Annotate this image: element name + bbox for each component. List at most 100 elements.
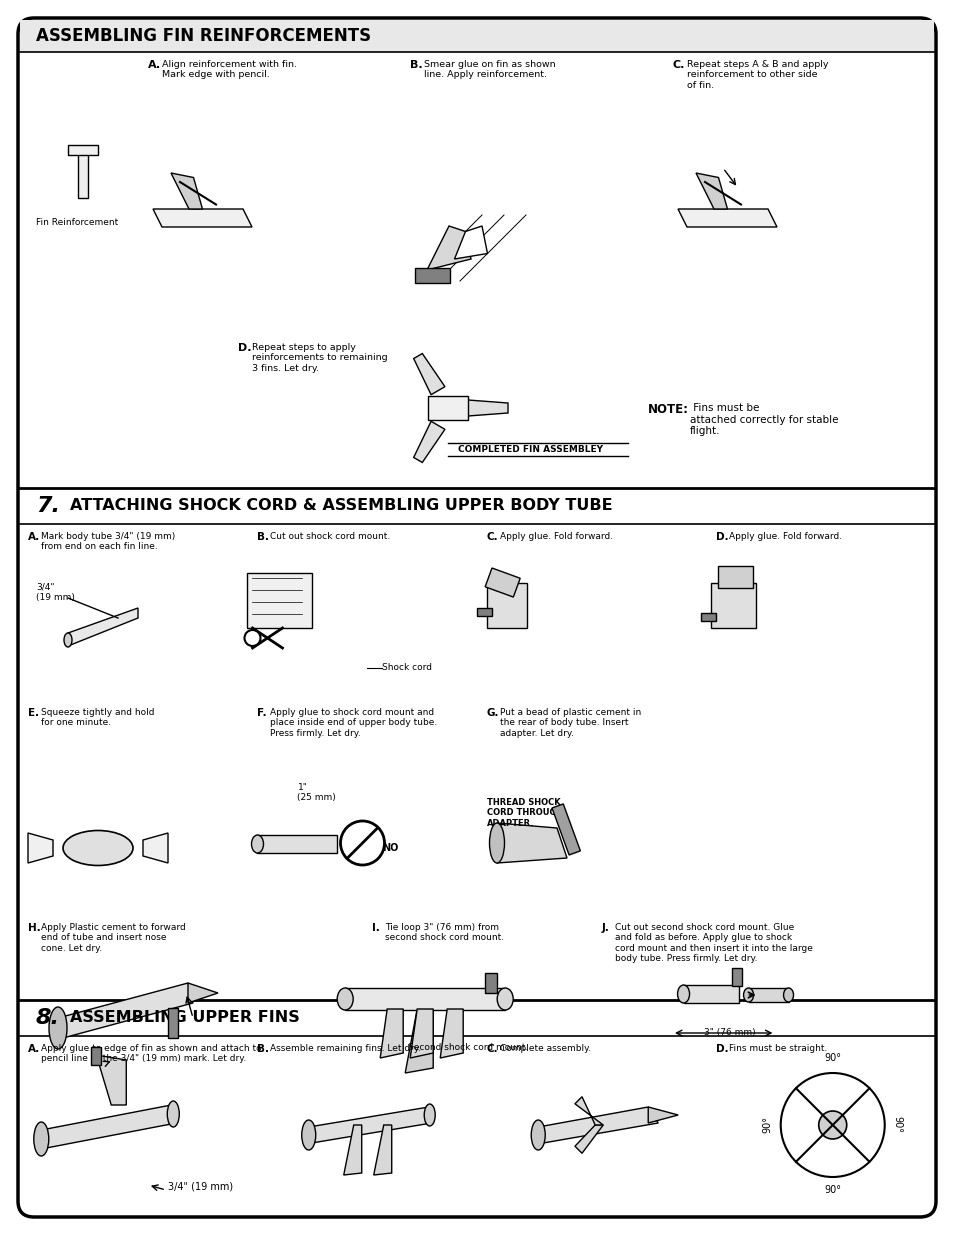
Text: Apply glue. Fold forward.: Apply glue. Fold forward. (499, 532, 613, 541)
Text: 90°: 90° (762, 1116, 772, 1134)
Text: E.: E. (28, 708, 39, 718)
Polygon shape (309, 1107, 432, 1144)
Bar (731, 968, 740, 986)
Polygon shape (374, 1125, 392, 1174)
Text: 3/4"
(19 mm): 3/4" (19 mm) (36, 583, 74, 603)
Polygon shape (647, 1107, 678, 1123)
Bar (91, 1047, 101, 1065)
Text: NO: NO (382, 844, 398, 853)
Polygon shape (143, 832, 168, 863)
Bar (718, 566, 753, 588)
Bar (486, 583, 526, 629)
Polygon shape (696, 173, 727, 209)
Text: D.: D. (237, 343, 252, 353)
Ellipse shape (63, 830, 132, 866)
Ellipse shape (252, 835, 263, 853)
Bar (711, 583, 756, 629)
Text: Complete assembly.: Complete assembly. (499, 1044, 591, 1053)
Ellipse shape (49, 1007, 67, 1049)
Bar (700, 613, 716, 621)
Text: J.: J. (601, 923, 609, 932)
Polygon shape (678, 209, 776, 227)
Bar (20, 20, 933, 52)
Bar (345, 988, 505, 1010)
Text: C.: C. (486, 1044, 498, 1053)
Text: B.: B. (257, 1044, 269, 1053)
Polygon shape (28, 832, 53, 863)
Polygon shape (68, 608, 138, 646)
Text: B.: B. (410, 61, 422, 70)
Text: D.: D. (716, 1044, 728, 1053)
Ellipse shape (301, 1120, 315, 1150)
Ellipse shape (742, 988, 753, 1002)
Text: C.: C. (672, 61, 684, 70)
Text: F.: F. (257, 708, 267, 718)
Text: Cut out shock cord mount.: Cut out shock cord mount. (271, 532, 391, 541)
Text: 90°: 90° (823, 1186, 841, 1195)
Polygon shape (343, 1125, 361, 1174)
Text: D.: D. (716, 532, 728, 542)
Ellipse shape (167, 1100, 179, 1128)
Ellipse shape (531, 1120, 545, 1150)
Polygon shape (41, 1105, 176, 1149)
Text: 8.: 8. (36, 1008, 60, 1028)
Bar (485, 568, 519, 597)
Text: Cut out second shock cord mount. Glue
and fold as before. Apply glue to shock
co: Cut out second shock cord mount. Glue an… (614, 923, 812, 963)
Text: A.: A. (28, 532, 40, 542)
Ellipse shape (33, 1123, 49, 1156)
Text: Apply glue. Fold forward.: Apply glue. Fold forward. (729, 532, 841, 541)
Ellipse shape (497, 988, 513, 1010)
Text: Repeat steps A & B and apply
reinforcement to other side
of fin.: Repeat steps A & B and apply reinforceme… (686, 61, 827, 90)
Text: A.: A. (28, 1044, 40, 1053)
Bar (168, 1008, 178, 1037)
Text: NOTE:: NOTE: (647, 403, 688, 416)
Text: Align reinforcement with fin.
Mark edge with pencil.: Align reinforcement with fin. Mark edge … (162, 61, 296, 79)
Polygon shape (497, 823, 566, 863)
Text: ASSEMBLING FIN REINFORCEMENTS: ASSEMBLING FIN REINFORCEMENTS (36, 27, 371, 44)
Text: I.: I. (372, 923, 379, 932)
Ellipse shape (782, 988, 793, 1002)
Text: COMPLETED FIN ASSEMBLEY: COMPLETED FIN ASSEMBLEY (457, 445, 602, 453)
Text: G.: G. (486, 708, 499, 718)
Bar (78, 153, 88, 198)
Text: Squeeze tightly and hold
for one minute.: Squeeze tightly and hold for one minute. (41, 708, 154, 727)
Bar (552, 804, 579, 855)
Text: Fins must be
attached correctly for stable
flight.: Fins must be attached correctly for stab… (689, 403, 838, 436)
Polygon shape (439, 1009, 463, 1058)
Text: Apply glue to edge of fin as shown and attach to
pencil line at the 3/4" (19 mm): Apply glue to edge of fin as shown and a… (41, 1044, 261, 1063)
Text: Second shock cord mount.: Second shock cord mount. (408, 1044, 528, 1052)
Text: A.: A. (148, 61, 161, 70)
Bar (748, 988, 788, 1002)
Text: ASSEMBLING UPPER FINS: ASSEMBLING UPPER FINS (70, 1010, 299, 1025)
Bar (68, 144, 98, 156)
Text: Assemble remaining fins. Let dry.: Assemble remaining fins. Let dry. (271, 1044, 421, 1053)
Text: 7.: 7. (36, 496, 60, 516)
Polygon shape (152, 209, 252, 227)
Bar (247, 573, 313, 629)
Polygon shape (537, 1107, 658, 1144)
Polygon shape (454, 226, 487, 259)
Text: Apply glue to shock cord mount and
place inside end of upper body tube.
Press fi: Apply glue to shock cord mount and place… (271, 708, 437, 737)
Text: Mark body tube 3/4" (19 mm)
from end on each fin line.: Mark body tube 3/4" (19 mm) from end on … (41, 532, 175, 551)
Polygon shape (575, 1125, 602, 1153)
Text: THREAD SHOCK
CORD THROUGH
ADAPTER.: THREAD SHOCK CORD THROUGH ADAPTER. (486, 798, 562, 827)
Polygon shape (575, 1097, 602, 1125)
Text: 3/4" (19 mm): 3/4" (19 mm) (168, 1182, 233, 1192)
Text: Smear glue on fin as shown
line. Apply reinforcement.: Smear glue on fin as shown line. Apply r… (423, 61, 555, 79)
Ellipse shape (677, 986, 689, 1003)
Bar (428, 396, 468, 420)
Circle shape (780, 1073, 883, 1177)
Bar (476, 608, 492, 616)
Ellipse shape (336, 988, 353, 1010)
Bar (415, 268, 450, 283)
Polygon shape (427, 226, 471, 270)
Bar (683, 986, 738, 1003)
Circle shape (340, 821, 384, 864)
Text: 1"
(25 mm): 1" (25 mm) (297, 783, 335, 803)
Polygon shape (188, 983, 218, 1003)
Polygon shape (468, 400, 507, 416)
Ellipse shape (64, 634, 71, 647)
Text: 90°: 90° (823, 1053, 841, 1063)
Bar (485, 973, 497, 993)
Polygon shape (171, 173, 202, 209)
